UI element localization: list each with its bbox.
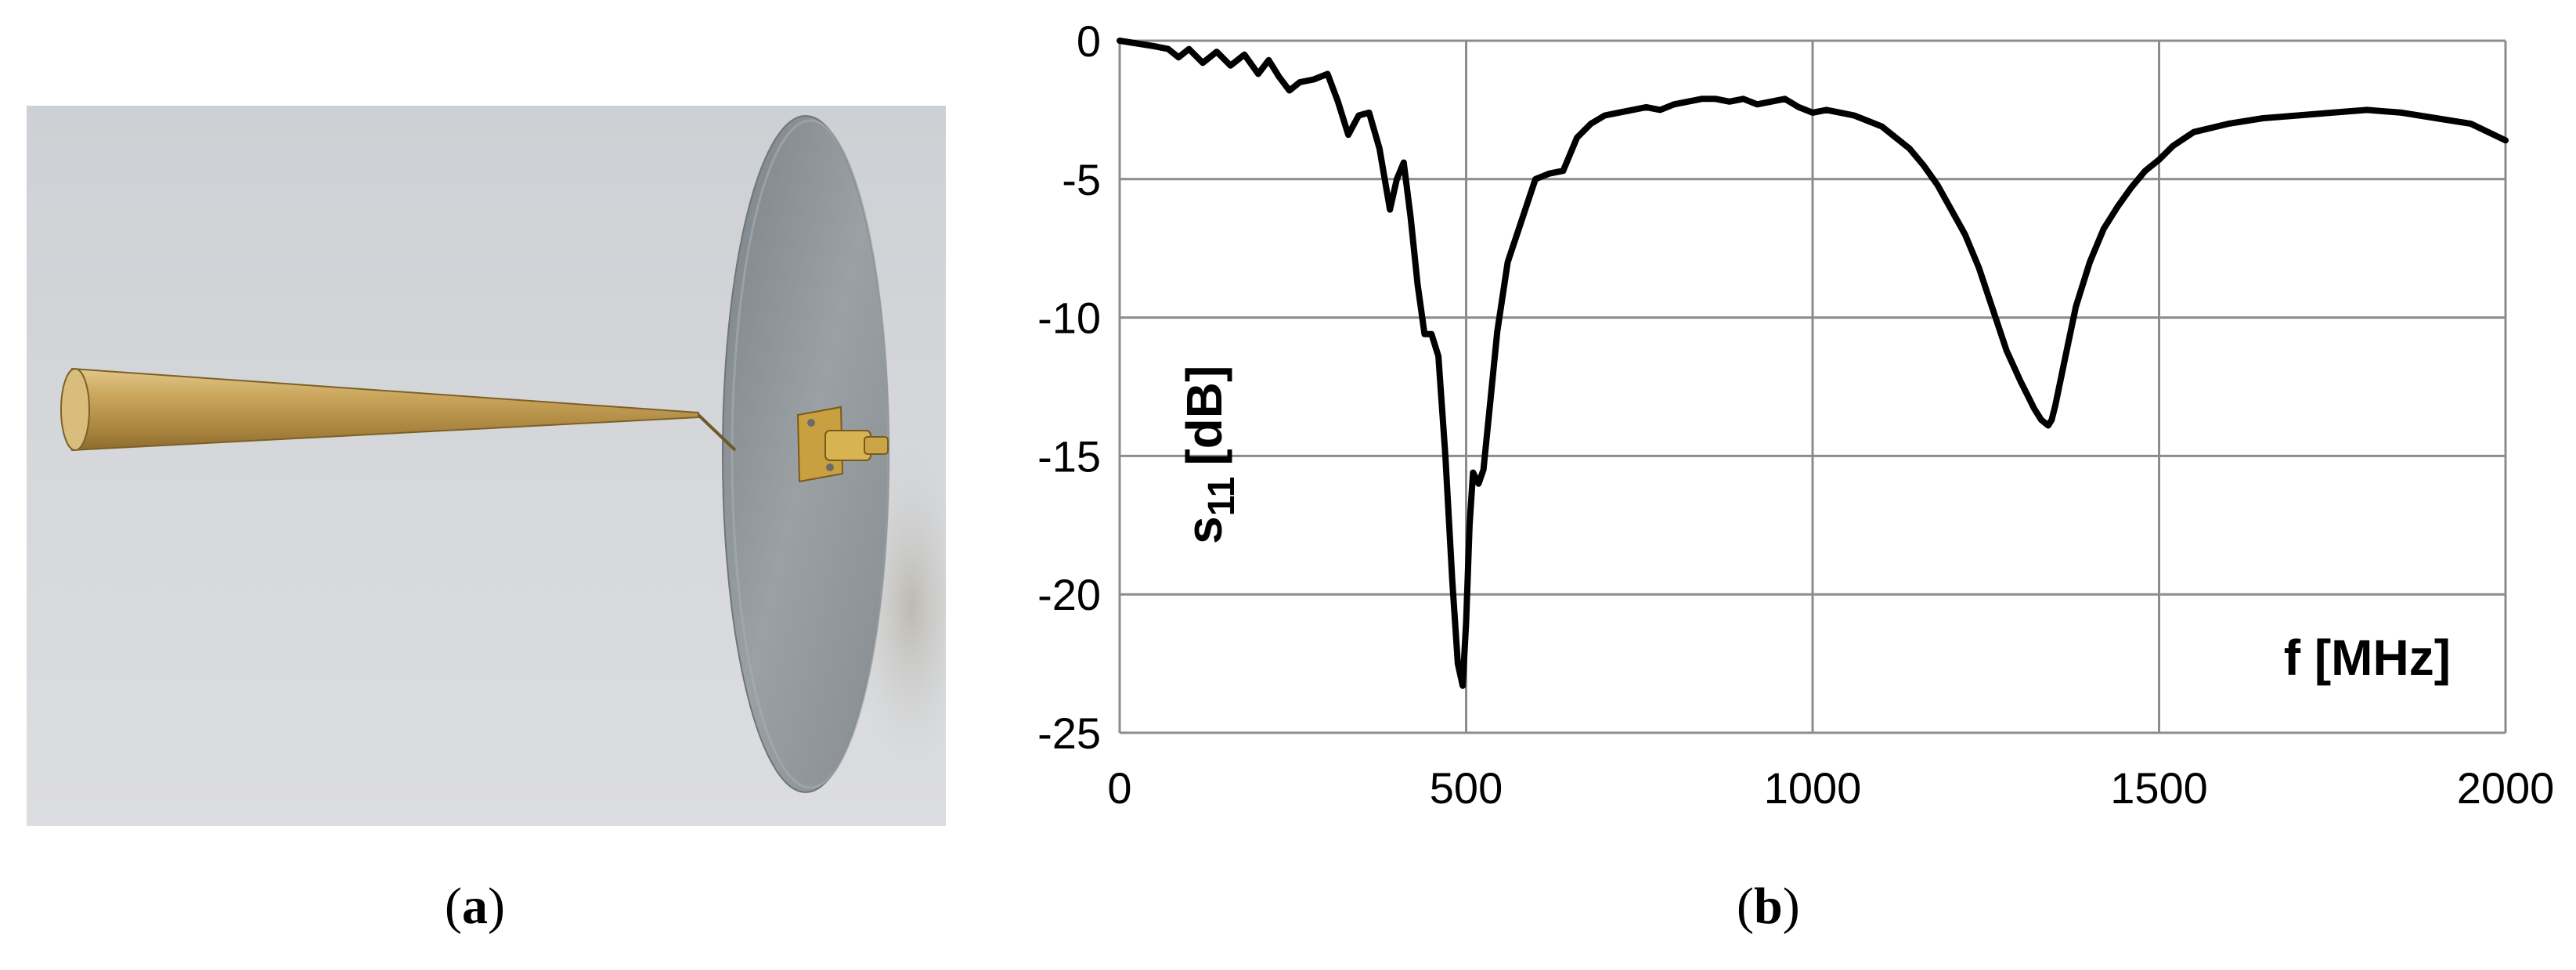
- y-tick-label: -20: [1037, 570, 1101, 619]
- feed-pin: [697, 413, 737, 452]
- x-tick-label: 2000: [2457, 763, 2555, 813]
- tick-labels: 0-5-10-15-20-250 500 1000 1500 2000: [1037, 16, 2554, 813]
- y-axis-label-subscript: 11: [1201, 477, 1243, 517]
- x-axis-label: f [MHz]: [2284, 629, 2451, 686]
- x-tick-label: 1000: [1764, 763, 1862, 813]
- antenna-photo-illustration: [27, 106, 974, 826]
- axes: [1118, 41, 2506, 734]
- caption-a: (a): [445, 878, 505, 935]
- y-tick-label: -25: [1037, 709, 1101, 758]
- caption-a-letter: a: [461, 878, 488, 935]
- y-axis-label: s11 [dB]: [1176, 366, 1243, 544]
- y-axis-label-main: s: [1176, 516, 1232, 544]
- sma-connector: [796, 406, 889, 483]
- y-tick-label: -5: [1062, 155, 1101, 204]
- cone-base: [60, 368, 90, 451]
- s11-series-line: [1117, 38, 2509, 689]
- y-tick-label: -10: [1037, 294, 1101, 343]
- y-tick-label: -15: [1037, 431, 1101, 481]
- y-axis-label-unit: [dB]: [1176, 366, 1232, 466]
- x-tick-label: 500: [1430, 763, 1503, 813]
- y-tick-label: 0: [1077, 16, 1101, 66]
- caption-b-letter: b: [1753, 878, 1783, 935]
- x-tick-label: 1500: [2110, 763, 2208, 813]
- antenna-photo: [27, 106, 974, 826]
- x-tick-label: 0: [1107, 763, 1131, 813]
- caption-b: (b): [1737, 878, 1800, 935]
